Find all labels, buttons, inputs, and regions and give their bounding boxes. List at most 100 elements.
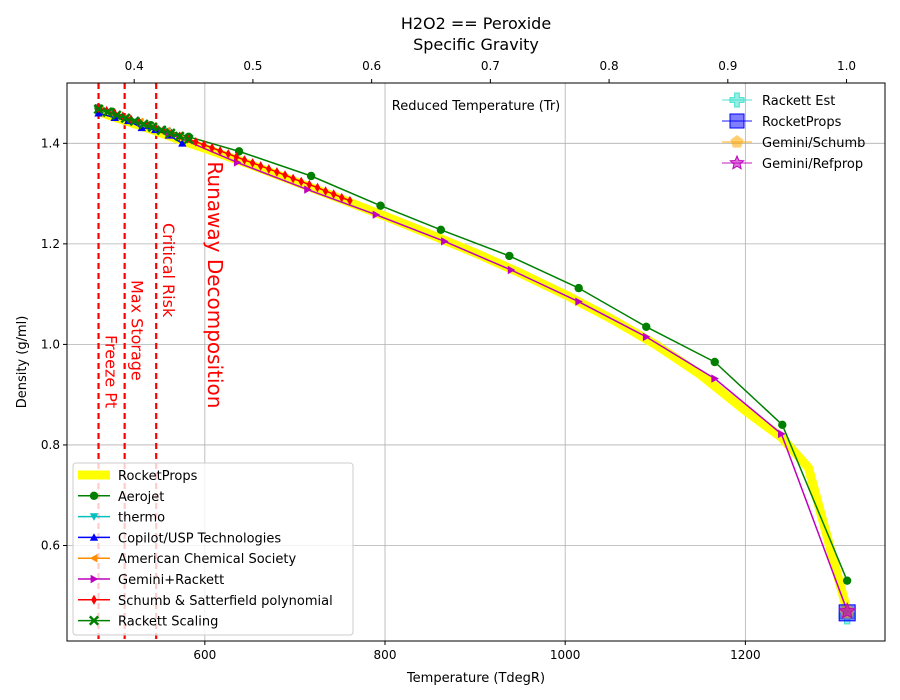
bottom-axis: 600 800 1000 1200	[193, 641, 761, 662]
legend-marker	[730, 135, 744, 148]
legend-label: Gemini/Refprop	[762, 157, 863, 172]
data-point	[183, 134, 194, 145]
data-point	[778, 429, 786, 439]
data-point	[201, 140, 207, 150]
top-axis: 0.4 0.5 0.6 0.7 0.8 0.9 1.0	[125, 59, 856, 83]
y-tick-label: 1.2	[41, 237, 60, 251]
top-tick-label: 0.7	[481, 59, 500, 73]
data-point	[711, 374, 719, 383]
data-point	[290, 173, 296, 184]
top-axis-label: Specific Gravity	[413, 35, 539, 54]
x-tick-label: 1000	[550, 648, 581, 662]
y-tick-label: 1.4	[41, 136, 60, 150]
legend-entry: American Chemical Society	[78, 552, 297, 567]
y-tick-label: 0.6	[41, 538, 60, 552]
data-point	[642, 322, 651, 332]
series-layer	[93, 103, 852, 616]
legend-entry: Aerojet	[78, 490, 164, 505]
critical-points	[838, 602, 857, 625]
legend-label: Gemini+Rackett	[118, 573, 224, 588]
top-tick-label: 0.6	[362, 59, 381, 73]
data-point	[436, 225, 446, 234]
legend-entry: RocketProps	[722, 113, 842, 130]
legend-marker	[89, 491, 99, 500]
top-tick-label: 0.4	[125, 59, 144, 73]
legend-marker	[729, 92, 745, 108]
legend-label: Copilot/USP Technologies	[118, 531, 281, 546]
plot-frame	[66, 82, 886, 642]
data-point	[120, 113, 131, 124]
legend-entry: thermo	[78, 511, 165, 526]
data-point	[156, 125, 167, 136]
data-point	[314, 182, 321, 193]
legend-left: RocketProps Aerojet thermo Copilot/USP Tech…	[72, 462, 354, 636]
data-point	[338, 192, 345, 203]
data-point	[93, 104, 104, 115]
legend-entry: Copilot/USP Technologies	[78, 531, 281, 546]
data-point	[233, 152, 240, 162]
x-tick-label: 1200	[730, 648, 761, 662]
inner-label: Reduced Temperature (Tr)	[392, 99, 560, 114]
legend-marker	[729, 113, 745, 129]
legend-entry: Rackett Scaling	[78, 615, 218, 630]
data-point	[372, 210, 381, 219]
annotations: Freeze Pt Max Storage Critical Risk Runaway…	[102, 161, 227, 408]
legend-label: Gemini/Schumb	[762, 136, 865, 151]
data-point	[249, 158, 256, 168]
legend-label: Rackett Scaling	[118, 615, 218, 630]
limit-line-label: Max Storage	[128, 280, 147, 381]
data-point	[778, 420, 787, 430]
data-point	[165, 128, 176, 139]
legend-right: Rackett Est RocketProps Gemini/Schumb Gemin…	[722, 92, 865, 172]
data-point	[225, 149, 232, 159]
top-tick-label: 1.0	[837, 59, 856, 73]
legend-entry: Gemini+Rackett	[78, 573, 224, 588]
left-axis: 0.6 0.8 1.0 1.2 1.4	[41, 136, 67, 552]
top-tick-label: 0.5	[243, 59, 262, 73]
data-point	[441, 237, 449, 246]
legend-entry: Rackett Est	[722, 92, 835, 109]
legend-label: Rackett Est	[762, 94, 835, 109]
x-axis-label: Temperature (TdegR)	[406, 671, 545, 686]
legend-label: RocketProps	[762, 115, 842, 130]
data-point	[505, 251, 514, 261]
data-point	[298, 176, 305, 187]
legend-label: Aerojet	[118, 490, 164, 505]
series-line	[98, 107, 848, 612]
top-tick-label: 0.9	[718, 59, 737, 73]
data-point	[306, 171, 316, 181]
data-point	[304, 185, 312, 194]
legend-entry: RocketProps	[78, 469, 198, 484]
legend-left-box	[72, 462, 354, 636]
data-point	[376, 201, 385, 210]
series-rackett-scaling	[93, 104, 194, 145]
data-point	[322, 186, 329, 196]
y-tick-label: 1.0	[41, 337, 60, 351]
data-point	[507, 265, 516, 275]
legend-label: American Chemical Society	[118, 552, 297, 567]
legend-label: thermo	[118, 511, 165, 526]
x-tick-label: 600	[193, 648, 216, 662]
annotation-label: Runaway Decomposition	[203, 161, 227, 408]
data-point	[265, 164, 272, 174]
data-point	[209, 143, 215, 153]
data-point	[574, 283, 583, 293]
legend-marker	[90, 574, 99, 584]
data-point	[282, 170, 288, 180]
data-point	[257, 161, 264, 171]
legend-entry: Gemini/Schumb	[722, 135, 865, 151]
chart-title: H2O2 == Peroxide	[401, 14, 551, 33]
data-point	[102, 107, 113, 118]
y-tick-label: 0.8	[41, 438, 60, 452]
data-point	[241, 155, 248, 165]
legend-marker	[89, 554, 98, 563]
data-point	[178, 139, 187, 147]
data-point	[330, 189, 337, 199]
data-point	[642, 332, 651, 342]
data-point	[136, 116, 142, 127]
legend-marker	[729, 154, 745, 170]
x-tick-label: 800	[374, 648, 397, 662]
legend-label: RocketProps	[118, 469, 198, 484]
legend-entry: Gemini/Refprop	[722, 154, 863, 172]
